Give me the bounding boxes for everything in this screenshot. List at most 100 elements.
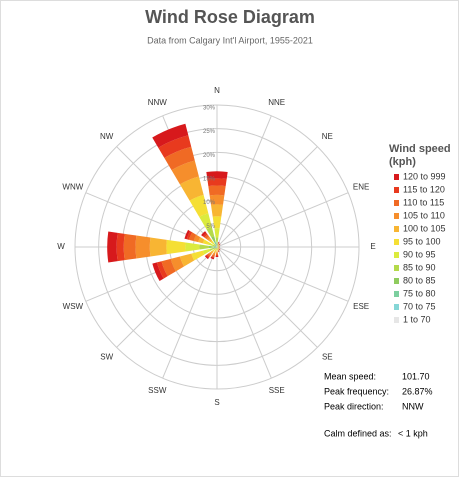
wedge — [218, 248, 219, 249]
wedge — [185, 242, 200, 252]
wedge — [217, 247, 219, 249]
spoke — [216, 146, 318, 248]
wedge — [218, 250, 220, 252]
legend-label: 80 to 85 — [403, 275, 436, 285]
wedge — [218, 246, 219, 247]
wedge — [215, 254, 219, 256]
wedge — [166, 239, 186, 255]
direction-label: E — [370, 242, 375, 251]
wedge — [215, 247, 217, 248]
wedge — [206, 254, 210, 258]
legend-label: 115 to 120 — [403, 184, 445, 194]
spoke — [216, 115, 272, 248]
legend-label: 110 to 115 — [403, 197, 444, 207]
direction-label: WNW — [62, 182, 83, 191]
wedge — [215, 246, 217, 248]
wedge — [214, 228, 220, 238]
radial-tick-label: 30% — [203, 106, 216, 112]
wedge — [218, 245, 219, 246]
radial-tick-label: 25% — [203, 129, 216, 135]
stat-label: Calm defined as: — [324, 428, 392, 438]
legend-swatch — [394, 226, 399, 232]
wedge — [179, 176, 204, 201]
direction-label: SSW — [148, 386, 167, 395]
wedge — [210, 204, 224, 217]
direction-label: WSW — [63, 302, 84, 311]
wedge — [217, 247, 219, 249]
wedge — [208, 185, 226, 196]
radial-tick-label: 10% — [203, 200, 216, 206]
legend-swatch — [394, 174, 399, 180]
wedge — [217, 249, 219, 251]
wedge — [217, 245, 219, 247]
wedge — [213, 247, 216, 249]
wedge — [219, 249, 221, 251]
wedge — [208, 242, 214, 246]
wedge — [217, 249, 219, 251]
wedge — [215, 255, 219, 257]
spoke — [116, 246, 218, 348]
wedge — [201, 231, 207, 237]
wedge — [212, 252, 216, 256]
legend-swatch — [394, 265, 399, 271]
wedge — [210, 250, 214, 254]
wedge — [216, 248, 217, 249]
wedge — [218, 248, 220, 250]
wedge — [216, 244, 218, 247]
direction-label: SSE — [269, 386, 285, 395]
legend-label: 75 to 80 — [403, 288, 436, 298]
wedge — [219, 245, 220, 247]
wedge — [212, 216, 222, 229]
wedge — [218, 247, 219, 248]
wedge — [217, 242, 220, 244]
wedge — [199, 213, 212, 230]
legend-swatch — [394, 291, 399, 297]
wedge — [189, 194, 209, 217]
wedge — [202, 248, 211, 255]
wedge — [217, 243, 219, 245]
wedge — [217, 243, 219, 245]
wedge — [204, 255, 209, 260]
legend-swatch — [394, 187, 399, 193]
wedge — [218, 241, 220, 243]
wedge — [202, 232, 208, 238]
legend-swatch — [394, 200, 399, 206]
wedge — [215, 244, 217, 246]
wedge — [189, 232, 197, 241]
wedge — [207, 253, 211, 257]
wedge — [152, 123, 189, 148]
legend-swatch — [394, 304, 399, 310]
wedge — [214, 249, 217, 252]
wedge — [186, 231, 193, 240]
legend-label: 70 to 75 — [403, 301, 436, 311]
direction-label: W — [57, 242, 65, 251]
radial-tick-label: 20% — [203, 153, 216, 159]
stat-label: Peak direction: — [324, 401, 384, 411]
wedge — [216, 242, 218, 245]
wedge — [219, 247, 220, 249]
wedge — [218, 248, 220, 250]
stat-value: < 1 kph — [398, 428, 428, 438]
direction-label: NE — [322, 132, 333, 141]
wedge — [213, 246, 216, 248]
wedge — [206, 226, 215, 238]
wedge — [164, 146, 195, 171]
legend-title: Wind speed (kph) — [389, 143, 451, 168]
stat-value: NNW — [402, 401, 424, 411]
stat-label: Mean speed: — [324, 371, 376, 381]
legend-label: 90 to 95 — [403, 249, 436, 259]
direction-label: ESE — [353, 302, 369, 311]
stat-value: 101.70 — [402, 371, 430, 381]
legend-swatch — [394, 252, 399, 258]
wedge — [218, 251, 220, 253]
legend-swatch — [394, 278, 399, 284]
legend-swatch — [394, 213, 399, 219]
direction-label: ENE — [353, 182, 369, 191]
wedge — [206, 236, 211, 241]
wedge — [217, 245, 219, 247]
legend-label: 95 to 100 — [403, 236, 441, 246]
wedge — [214, 245, 216, 247]
wedge — [208, 252, 212, 256]
wedge — [193, 234, 201, 243]
spoke — [162, 246, 218, 379]
